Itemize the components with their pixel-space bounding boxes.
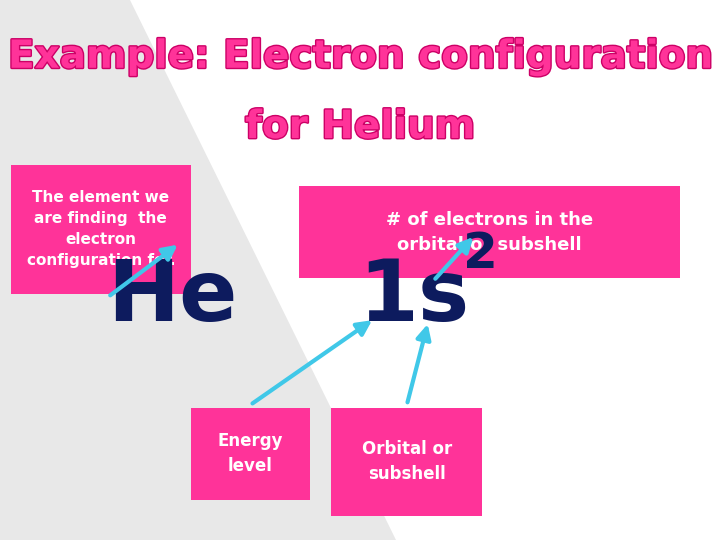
FancyBboxPatch shape [11, 165, 191, 294]
FancyBboxPatch shape [299, 186, 680, 278]
Text: The element we
are finding  the
electron
configuration for.: The element we are finding the electron … [27, 191, 175, 268]
Polygon shape [130, 0, 720, 540]
Text: 1s: 1s [359, 255, 469, 339]
Text: Example: Electron configuration: Example: Electron configuration [8, 38, 712, 76]
Text: Energy
level: Energy level [217, 432, 283, 475]
Text: # of electrons in the
orbital or subshell: # of electrons in the orbital or subshel… [386, 211, 593, 254]
Text: for Helium: for Helium [245, 108, 475, 146]
FancyBboxPatch shape [191, 408, 310, 500]
Text: 2: 2 [463, 230, 498, 278]
Text: He: He [107, 255, 238, 339]
FancyBboxPatch shape [331, 408, 482, 516]
Text: Orbital or
subshell: Orbital or subshell [361, 440, 452, 483]
